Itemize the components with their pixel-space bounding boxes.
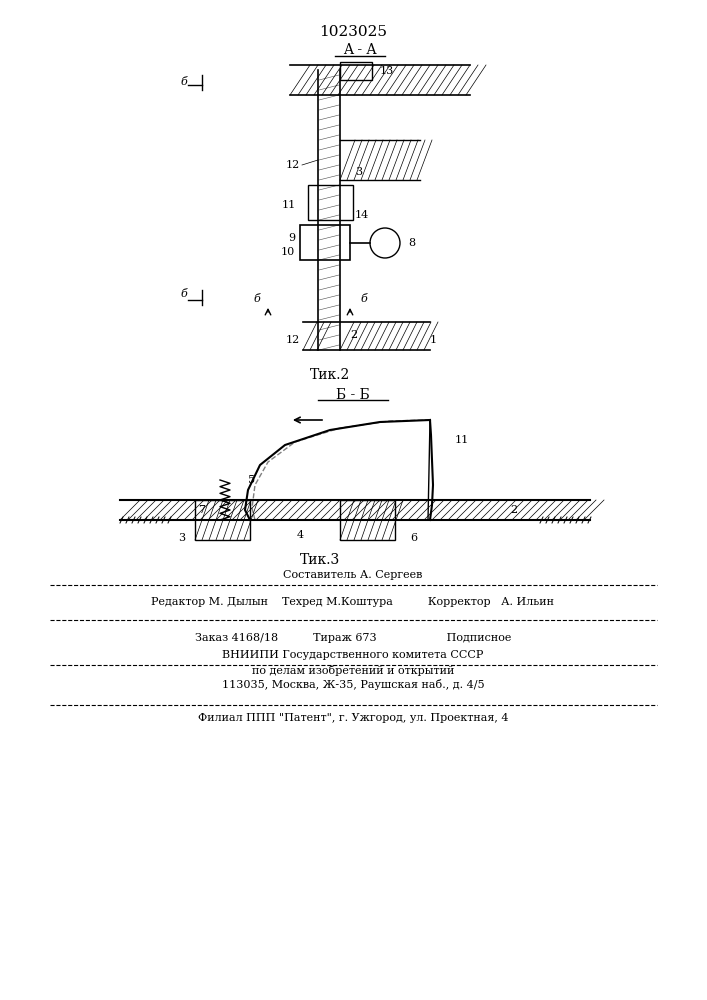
- Text: 2: 2: [350, 330, 357, 340]
- Text: б: б: [360, 294, 367, 304]
- Text: Заказ 4168/18          Тираж 673                    Подписное: Заказ 4168/18 Тираж 673 Подписное: [195, 633, 511, 643]
- Text: б: б: [180, 77, 187, 87]
- Text: 14: 14: [355, 210, 369, 220]
- Text: Филиал ППП "Патент", г. Ужгород, ул. Проектная, 4: Филиал ППП "Патент", г. Ужгород, ул. Про…: [198, 713, 508, 723]
- Text: 1: 1: [430, 335, 437, 345]
- Bar: [300, 225, 350, 260]
- Text: Τик.2: Τик.2: [310, 368, 350, 382]
- Text: 2: 2: [510, 505, 517, 515]
- Text: 3: 3: [355, 167, 362, 177]
- Bar: [308, 185, 353, 220]
- Text: 7: 7: [198, 505, 205, 515]
- Text: 9: 9: [288, 233, 295, 243]
- Bar: [340, 500, 395, 540]
- Text: 113035, Москва, Ж-35, Раушская наб., д. 4/5: 113035, Москва, Ж-35, Раушская наб., д. …: [222, 680, 484, 690]
- Text: 1023025: 1023025: [319, 25, 387, 39]
- Text: 10: 10: [281, 247, 295, 257]
- Text: Б - Б: Б - Б: [336, 388, 370, 402]
- Text: 13: 13: [380, 66, 395, 76]
- Text: 6: 6: [410, 533, 417, 543]
- Text: Редактор М. Дылын    Техред М.Коштура          Корректор   А. Ильин: Редактор М. Дылын Техред М.Коштура Корре…: [151, 597, 554, 607]
- Text: 12: 12: [286, 335, 300, 345]
- Text: 11: 11: [282, 200, 296, 210]
- Text: 5: 5: [248, 475, 255, 485]
- Text: 4: 4: [296, 530, 303, 540]
- Text: Составитель А. Сергеев: Составитель А. Сергеев: [284, 570, 423, 580]
- Text: ВНИИПИ Государственного комитета СССР: ВНИИПИ Государственного комитета СССР: [222, 650, 484, 660]
- Text: б: б: [180, 289, 187, 299]
- Text: A - A: A - A: [344, 43, 377, 57]
- Text: 8: 8: [408, 238, 415, 248]
- Bar: [340, 62, 372, 80]
- Text: 11: 11: [455, 435, 469, 445]
- Bar: [195, 500, 250, 540]
- Text: б: б: [253, 294, 260, 304]
- Text: Τик.3: Τик.3: [300, 553, 340, 567]
- Text: 3: 3: [178, 533, 185, 543]
- Text: по делам изобретений и открытий: по делам изобретений и открытий: [252, 664, 454, 676]
- Circle shape: [370, 228, 400, 258]
- Text: 12: 12: [286, 160, 300, 170]
